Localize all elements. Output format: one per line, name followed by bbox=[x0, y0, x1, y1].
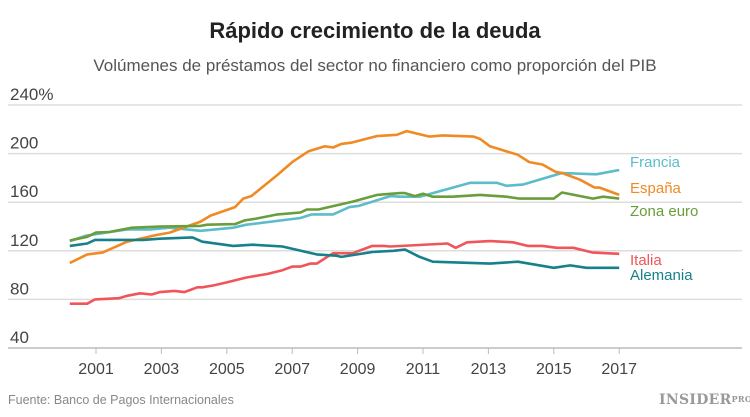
x-tick-label: 2005 bbox=[209, 361, 245, 378]
series-line-alemania bbox=[69, 236, 620, 270]
x-tick-label: 2007 bbox=[274, 361, 310, 378]
logo-sup: PRO bbox=[731, 394, 750, 404]
y-tick-label: 200 bbox=[10, 134, 38, 153]
chart-subtitle: Volúmenes de préstamos del sector no fin… bbox=[93, 56, 657, 75]
y-tick-label: 40 bbox=[10, 328, 29, 347]
source-note: Fuente: Banco de Pagos Internacionales bbox=[8, 393, 234, 407]
y-tick-label: 240% bbox=[10, 85, 53, 104]
series-line-francia bbox=[69, 168, 620, 243]
y-tick-label: 80 bbox=[10, 279, 29, 298]
y-tick-label: 160 bbox=[10, 182, 38, 201]
series-line-italia bbox=[69, 239, 620, 305]
logo-text: INSIDER bbox=[659, 392, 732, 408]
series-line-zona-euro bbox=[69, 191, 620, 242]
x-tick-label: 2017 bbox=[601, 361, 637, 378]
x-tick-label: 2013 bbox=[471, 361, 507, 378]
series-label: Italia bbox=[630, 252, 662, 269]
series-label: Alemania bbox=[630, 267, 693, 284]
x-tick-label: 2003 bbox=[144, 361, 180, 378]
chart-title: Rápido crecimiento de la deuda bbox=[209, 18, 541, 43]
series-label: España bbox=[630, 180, 682, 197]
x-tick-label: 2009 bbox=[340, 361, 376, 378]
y-tick-label: 120 bbox=[10, 231, 38, 250]
x-tick-label: 2015 bbox=[536, 361, 572, 378]
series-label: Francia bbox=[630, 154, 681, 171]
series-line-españa bbox=[69, 129, 620, 265]
x-tick-label: 2011 bbox=[406, 361, 441, 378]
series-label: Zona euro bbox=[630, 203, 698, 220]
insider-pro-logo: INSIDERPRO bbox=[659, 392, 750, 408]
x-tick-label: 2001 bbox=[78, 361, 114, 378]
